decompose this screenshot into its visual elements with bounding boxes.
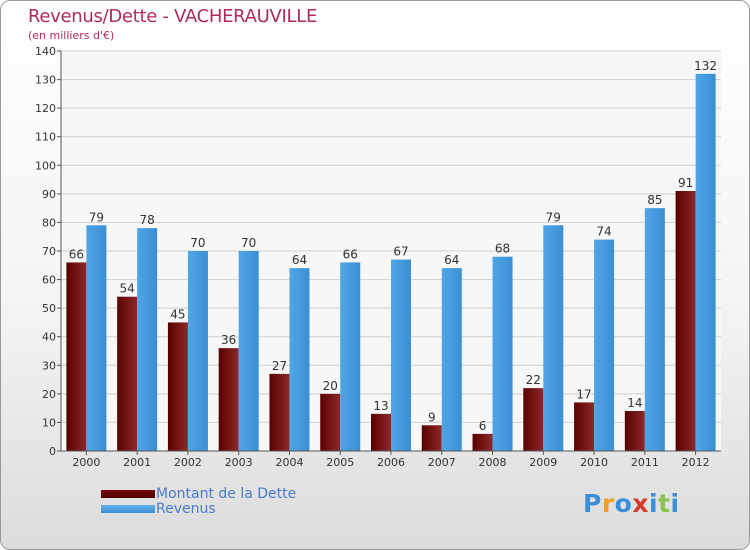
data-labels: 66 79 54 78 45 70 36 70 27 64 20 66 13 67 9 64 6 68 22 79 17… (69, 59, 717, 433)
bar-revenus-2011 (644, 208, 665, 451)
data-label-revenus-2009: 79 (546, 210, 561, 224)
x-tick-label-2001: 2001 (123, 456, 151, 469)
bar-debt-2000 (66, 262, 87, 451)
data-label-debt-2012: 91 (678, 176, 693, 190)
y-tick-label-20: 20 (42, 388, 56, 401)
bar-debt-2005 (320, 393, 341, 451)
data-label-revenus-2011: 85 (647, 193, 662, 207)
bar-debt-2010 (574, 402, 595, 451)
bar-revenus-2001 (137, 228, 158, 451)
bar-revenus-2003 (238, 251, 259, 451)
data-label-revenus-2007: 64 (444, 253, 459, 267)
bar-debt-2002 (167, 322, 188, 451)
y-tick-label-60: 60 (42, 274, 56, 287)
proxiti-logo: Proxiti (583, 489, 680, 518)
x-tick-label-2009: 2009 (529, 456, 557, 469)
data-label-debt-2008: 6 (479, 419, 487, 433)
legend-label-revenus: Revenus (156, 501, 216, 517)
data-label-revenus-2005: 66 (343, 247, 358, 261)
data-label-debt-2003: 36 (221, 333, 236, 347)
data-label-debt-2004: 27 (272, 359, 287, 373)
x-tick-label-2008: 2008 (479, 456, 507, 469)
bar-debt-2004 (269, 373, 290, 451)
chart-title: Revenus/Dette - VACHERAUVILLE (28, 6, 318, 27)
y-tick-label-30: 30 (42, 359, 56, 372)
x-tick-label-2011: 2011 (631, 456, 659, 469)
data-label-debt-2009: 22 (526, 373, 541, 387)
bar-revenus-2010 (594, 239, 615, 451)
logo-letter: i (670, 489, 680, 518)
logo-letter: t (658, 489, 671, 518)
y-tick-label-110: 110 (35, 131, 56, 144)
bar-revenus-2009 (543, 225, 564, 451)
data-label-revenus-2004: 64 (292, 253, 307, 267)
y-tick-label-50: 50 (42, 302, 56, 315)
bar-revenus-2005 (340, 262, 361, 451)
bar-revenus-2006 (391, 259, 411, 451)
y-tick-label-130: 130 (35, 74, 56, 87)
y-tick-label-10: 10 (42, 416, 56, 429)
data-label-revenus-2012: 132 (694, 59, 717, 73)
y-tick-label-100: 100 (35, 159, 56, 172)
x-tick-label-2007: 2007 (428, 456, 456, 469)
data-label-revenus-2003: 70 (241, 236, 256, 250)
data-label-debt-2011: 14 (627, 396, 642, 410)
bar-revenus-2007 (441, 268, 462, 451)
legend-swatch-debt (101, 490, 155, 498)
data-label-revenus-2002: 70 (190, 236, 205, 250)
data-label-debt-2002: 45 (170, 307, 185, 321)
y-tick-label-70: 70 (42, 245, 56, 258)
data-label-debt-2006: 13 (373, 399, 388, 413)
bar-revenus-2002 (187, 251, 208, 451)
bar-debt-2011 (624, 411, 645, 451)
data-label-revenus-2008: 68 (495, 242, 510, 256)
bars (66, 73, 716, 451)
x-tick-label-2006: 2006 (377, 456, 405, 469)
bar-revenus-2008 (492, 256, 513, 451)
data-label-debt-2007: 9 (428, 410, 436, 424)
logo-letter: r (601, 489, 615, 518)
legend-label-debt: Montant de la Dette (156, 486, 297, 502)
y-tick-label-90: 90 (42, 188, 56, 201)
data-label-debt-2010: 17 (576, 387, 591, 401)
bar-debt-2012 (675, 191, 696, 451)
data-label-debt-2005: 20 (323, 379, 338, 393)
data-label-revenus-2010: 74 (596, 225, 611, 239)
bar-debt-2008 (472, 433, 493, 451)
logo-letter: o (614, 489, 633, 518)
x-tick-label-2000: 2000 (72, 456, 100, 469)
y-tick-label-140: 140 (35, 45, 56, 58)
data-label-debt-2001: 54 (120, 282, 135, 296)
bar-debt-2003 (218, 348, 239, 451)
x-tick-label-2003: 2003 (225, 456, 253, 469)
bar-debt-2009 (523, 388, 544, 451)
y-tick-label-80: 80 (42, 216, 56, 229)
x-tick-label-2002: 2002 (174, 456, 202, 469)
bar-revenus-2000 (86, 225, 107, 451)
x-tick-label-2004: 2004 (275, 456, 303, 469)
legend-swatch-revenus (101, 505, 155, 513)
logo-letter: P (583, 489, 602, 518)
y-tick-label-40: 40 (42, 331, 56, 344)
bar-debt-2001 (117, 296, 138, 451)
bar-revenus-2004 (289, 268, 310, 451)
y-tick-label-0: 0 (49, 445, 56, 458)
logo-letter: x (632, 489, 649, 518)
chart-subtitle: (en milliers d'€) (28, 29, 115, 42)
data-label-debt-2000: 66 (69, 247, 84, 261)
bar-revenus-2012 (695, 73, 716, 451)
y-tick-label-120: 120 (35, 102, 56, 115)
x-tick-label-2012: 2012 (682, 456, 710, 469)
axes: 0 10 20 30 40 50 60 70 80 90 100 110 120 130 140 2000 20… (35, 45, 721, 469)
data-label-revenus-2006: 67 (393, 245, 408, 259)
data-label-revenus-2000: 79 (89, 210, 104, 224)
data-label-revenus-2001: 78 (140, 213, 155, 227)
x-tick-label-2010: 2010 (580, 456, 608, 469)
x-tick-label-2005: 2005 (326, 456, 354, 469)
bar-debt-2007 (421, 425, 442, 451)
logo-letter: i (649, 489, 659, 518)
bar-debt-2006 (371, 413, 391, 451)
